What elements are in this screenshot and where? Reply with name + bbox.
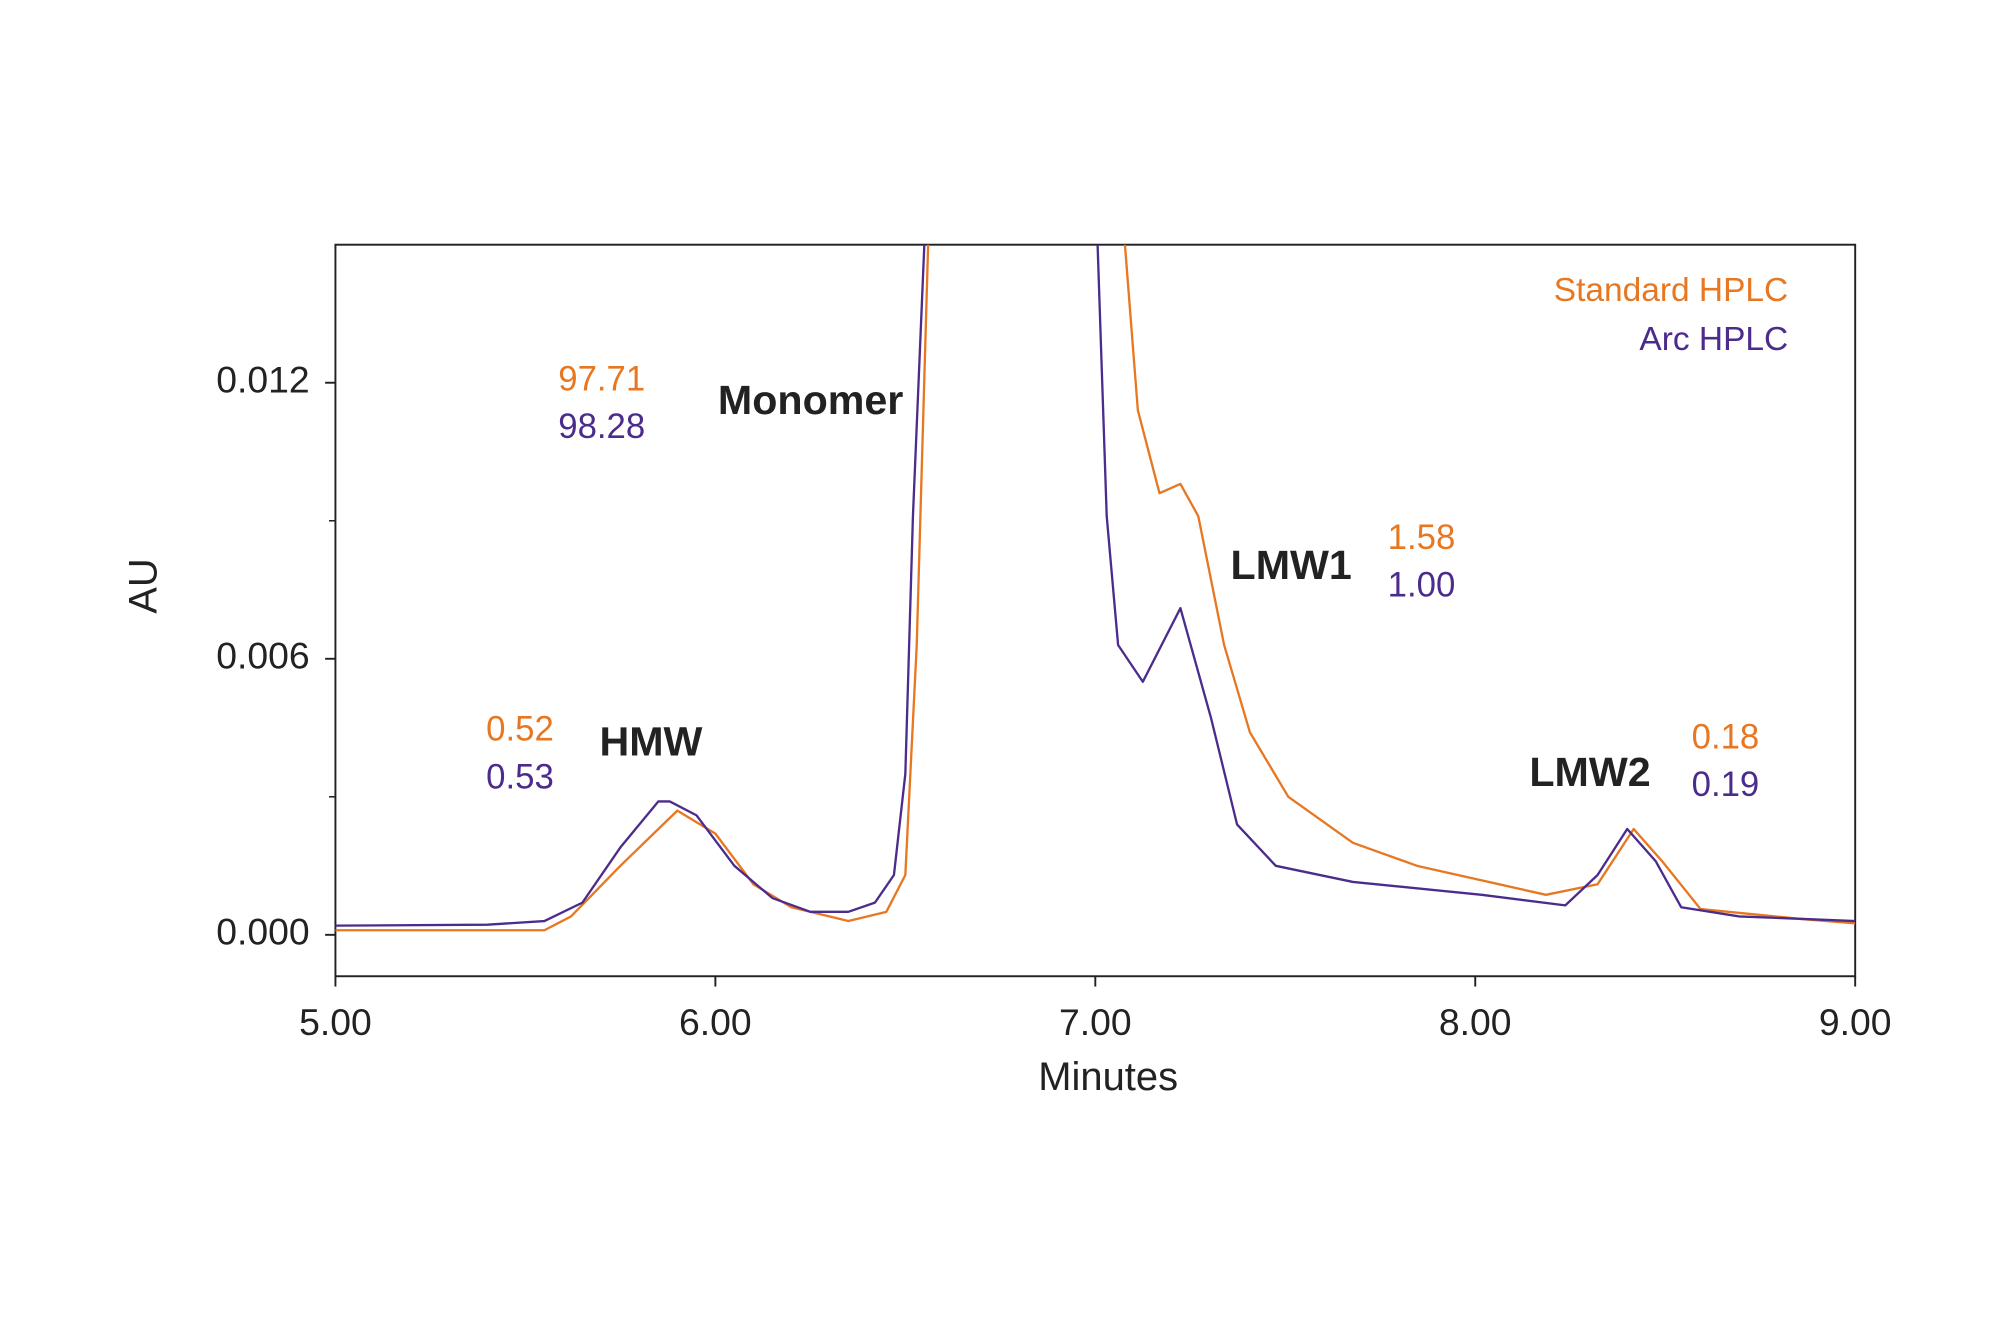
peak-label: Monomer	[718, 377, 903, 423]
peak-percent-arc: 1.00	[1388, 566, 1456, 604]
x-tick-label: 7.00	[1059, 1001, 1132, 1043]
peak-percent-arc: 0.53	[486, 758, 554, 796]
peak-percent-standard: 0.18	[1692, 718, 1760, 756]
y-axis-label: AU	[122, 558, 166, 613]
series-line	[335, 244, 1856, 932]
peak-percent-standard: 0.52	[486, 711, 554, 749]
y-tick-label: 0.006	[216, 635, 309, 677]
y-tick-label: 0.000	[216, 911, 309, 953]
plot-frame	[334, 243, 1857, 978]
peak-percent-standard: 1.58	[1388, 519, 1456, 557]
peak-percent-standard: 97.71	[558, 360, 645, 398]
peak-label: LMW2	[1529, 749, 1650, 795]
peak-label: LMW1	[1231, 542, 1352, 588]
peak-percent-arc: 0.19	[1692, 766, 1760, 804]
x-tick-label: 5.00	[299, 1001, 372, 1043]
x-axis-label: Minutes	[1038, 1055, 1178, 1099]
peak-percent-arc: 98.28	[558, 408, 645, 446]
legend-entry: Arc HPLC	[1639, 321, 1788, 358]
legend-entry: Standard HPLC	[1554, 272, 1788, 309]
series-line	[335, 244, 1856, 927]
x-tick-label: 6.00	[679, 1001, 752, 1043]
x-tick-label: 9.00	[1819, 1001, 1892, 1043]
plot-lines	[335, 244, 1856, 932]
peak-label: HMW	[599, 718, 702, 764]
x-tick-label: 8.00	[1439, 1001, 1512, 1043]
y-tick-label: 0.012	[216, 359, 309, 401]
